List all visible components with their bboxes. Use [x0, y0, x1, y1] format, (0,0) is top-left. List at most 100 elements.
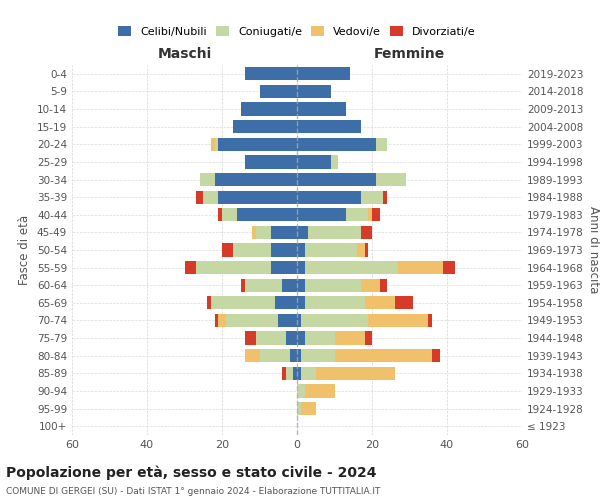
Bar: [222, 244, 233, 256]
Text: Maschi: Maschi: [157, 48, 212, 62]
Bar: [260, 85, 297, 98]
Bar: [222, 208, 237, 222]
Bar: [301, 314, 368, 327]
Bar: [218, 138, 297, 151]
Bar: [357, 244, 365, 256]
Bar: [316, 366, 395, 380]
Bar: [245, 349, 260, 362]
Bar: [297, 190, 361, 204]
Bar: [245, 332, 256, 344]
Bar: [286, 366, 293, 380]
Bar: [297, 332, 305, 344]
Bar: [305, 278, 361, 292]
Bar: [252, 226, 256, 239]
Y-axis label: Anni di nascita: Anni di nascita: [587, 206, 600, 294]
Bar: [297, 102, 346, 116]
Bar: [297, 173, 376, 186]
Bar: [305, 296, 365, 310]
Bar: [271, 226, 297, 239]
Bar: [297, 384, 305, 398]
Bar: [361, 190, 383, 204]
Bar: [260, 349, 290, 362]
Bar: [297, 366, 301, 380]
Legend: Celibi/Nubili, Coniugati/e, Vedovi/e, Divorziati/e: Celibi/Nubili, Coniugati/e, Vedovi/e, Di…: [115, 22, 479, 40]
Bar: [335, 332, 365, 344]
Bar: [271, 244, 297, 256]
Bar: [256, 332, 286, 344]
Bar: [215, 138, 218, 151]
Bar: [383, 190, 387, 204]
Bar: [297, 244, 305, 256]
Bar: [372, 208, 380, 222]
Bar: [297, 296, 305, 310]
Bar: [443, 261, 455, 274]
Bar: [297, 349, 301, 362]
Bar: [297, 278, 305, 292]
Bar: [290, 349, 297, 362]
Bar: [233, 244, 271, 256]
Bar: [185, 261, 196, 274]
Bar: [237, 208, 297, 222]
Bar: [211, 138, 215, 151]
Bar: [428, 314, 432, 327]
Bar: [365, 332, 372, 344]
Bar: [215, 173, 297, 186]
Bar: [215, 314, 218, 327]
Bar: [286, 332, 297, 344]
Bar: [297, 138, 376, 151]
Bar: [301, 366, 316, 380]
Bar: [203, 190, 218, 204]
Bar: [245, 278, 282, 292]
Bar: [301, 349, 335, 362]
Bar: [335, 349, 432, 362]
Bar: [305, 244, 357, 256]
Bar: [297, 120, 361, 134]
Bar: [199, 173, 215, 186]
Bar: [278, 314, 297, 327]
Bar: [297, 226, 308, 239]
Bar: [297, 261, 305, 274]
Bar: [293, 366, 297, 380]
Bar: [241, 102, 297, 116]
Bar: [218, 190, 297, 204]
Y-axis label: Fasce di età: Fasce di età: [19, 215, 31, 285]
Bar: [282, 366, 286, 380]
Bar: [297, 402, 301, 415]
Bar: [305, 332, 335, 344]
Bar: [380, 278, 387, 292]
Bar: [233, 120, 297, 134]
Bar: [245, 67, 297, 80]
Bar: [365, 296, 395, 310]
Bar: [331, 156, 338, 168]
Bar: [241, 278, 245, 292]
Bar: [376, 173, 406, 186]
Bar: [346, 208, 368, 222]
Text: COMUNE DI GERGEI (SU) - Dati ISTAT 1° gennaio 2024 - Elaborazione TUTTITALIA.IT: COMUNE DI GERGEI (SU) - Dati ISTAT 1° ge…: [6, 488, 380, 496]
Bar: [196, 261, 271, 274]
Bar: [305, 384, 335, 398]
Bar: [308, 226, 361, 239]
Bar: [271, 261, 297, 274]
Bar: [226, 314, 278, 327]
Bar: [211, 296, 275, 310]
Bar: [376, 138, 387, 151]
Bar: [218, 314, 226, 327]
Bar: [365, 244, 368, 256]
Bar: [305, 261, 398, 274]
Bar: [297, 156, 331, 168]
Bar: [218, 208, 222, 222]
Bar: [245, 156, 297, 168]
Bar: [368, 314, 428, 327]
Bar: [297, 208, 346, 222]
Bar: [301, 402, 316, 415]
Bar: [282, 278, 297, 292]
Bar: [361, 226, 372, 239]
Bar: [297, 85, 331, 98]
Bar: [275, 296, 297, 310]
Bar: [207, 296, 211, 310]
Bar: [256, 226, 271, 239]
Bar: [297, 314, 301, 327]
Text: Femmine: Femmine: [374, 48, 445, 62]
Text: Popolazione per età, sesso e stato civile - 2024: Popolazione per età, sesso e stato civil…: [6, 465, 377, 479]
Bar: [196, 190, 203, 204]
